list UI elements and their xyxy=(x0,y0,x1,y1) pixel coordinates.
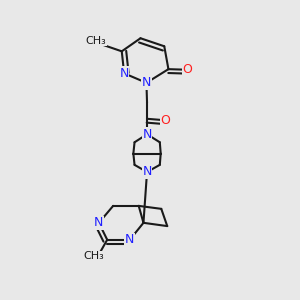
Text: O: O xyxy=(160,114,170,127)
Text: N: N xyxy=(142,128,152,141)
Text: N: N xyxy=(125,233,134,246)
Text: N: N xyxy=(119,67,129,80)
Text: O: O xyxy=(182,63,192,76)
Text: CH₃: CH₃ xyxy=(84,251,104,261)
Text: N: N xyxy=(142,166,152,178)
Text: N: N xyxy=(94,216,104,229)
Text: CH₃: CH₃ xyxy=(85,36,106,46)
Text: N: N xyxy=(142,76,151,89)
